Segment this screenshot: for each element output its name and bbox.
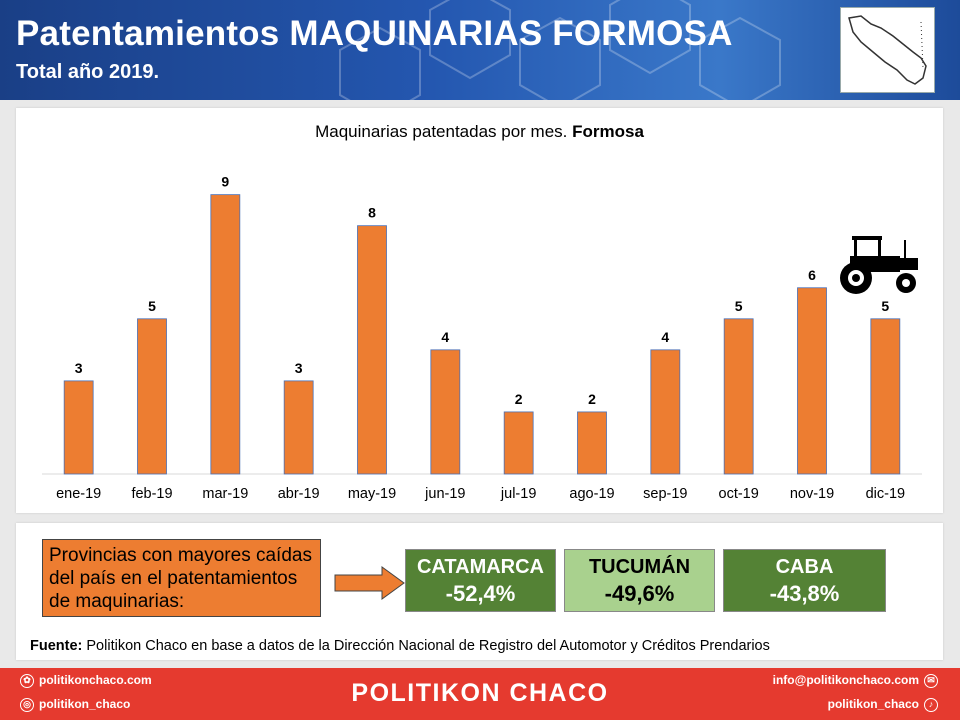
footer-website-text: politikonchaco.com [39,673,152,687]
bar-jun-19 [430,349,461,475]
data-label-oct-19: 5 [735,298,743,314]
provinces-note-box: Provincias con mayores caídas del país e… [42,539,321,617]
data-label-feb-19: 5 [148,298,156,314]
formosa-map-icon [840,7,935,93]
x-tick-oct-19: oct-19 [719,486,759,502]
tractor-icon [836,234,922,301]
info-panel: Provincias con mayores caídas del país e… [16,523,943,660]
data-label-jun-19: 4 [441,329,449,345]
stat-tucuman: TUCUMÁN -49,6% [564,549,715,612]
stat-caba-value: -43,8% [769,581,840,606]
bar-ene-19 [63,380,94,475]
page-title: Patentamientos MAQUINARIAS FORMOSA [16,14,733,53]
data-label-sep-19: 4 [661,329,669,345]
footer-twitter-link[interactable]: politikon_chaco ♪ [828,697,938,712]
x-tick-jul-19: jul-19 [500,486,536,502]
chart-title: Maquinarias patentadas por mes. Formosa [16,122,943,142]
chart-title-bold: Formosa [572,122,644,141]
bar-sep-19 [650,349,681,475]
x-tick-dic-19: dic-19 [866,486,906,502]
data-label-ene-19: 3 [75,360,83,376]
data-label-may-19: 8 [368,205,376,221]
email-icon: ✉ [924,673,938,688]
footer-instagram-text: politikon_chaco [39,697,131,711]
stat-caba: CABA -43,8% [723,549,886,612]
data-label-nov-19: 6 [808,267,816,283]
twitter-icon: ♪ [924,697,938,712]
bar-oct-19 [723,318,754,475]
header-banner: Patentamientos MAQUINARIAS FORMOSA Total… [0,0,960,100]
source-label: Fuente: [30,638,83,654]
footer-email-link[interactable]: info@politikonchaco.com ✉ [773,673,938,688]
bar-chart: 3 ene-19 5 feb-19 9 mar-19 3 abr-19 8 may-19 4 jun-… [42,174,922,502]
footer-twitter-text: politikon_chaco [827,697,919,711]
data-label-mar-19: 9 [221,174,229,190]
bar-may-19 [357,225,387,475]
footer-website-link[interactable]: ✿ politikonchaco.com [20,673,152,688]
instagram-icon: ◎ [20,697,34,712]
stat-catamarca-value: -52,4% [445,581,516,606]
chart-panel: Maquinarias patentadas por mes. Formosa … [16,108,943,513]
data-label-ago-19: 2 [588,391,596,407]
arrow-right-icon [334,566,405,600]
data-label-jul-19: 2 [515,391,523,407]
footer-email-text: info@politikonchaco.com [772,673,919,687]
x-tick-ago-19: ago-19 [569,486,614,502]
bar-jul-19 [503,411,534,475]
x-tick-may-19: may-19 [348,486,396,502]
x-tick-sep-19: sep-19 [643,486,687,502]
bar-dic-19 [870,318,901,475]
stat-caba-name: CABA [775,556,834,578]
hexagon-pattern [339,0,781,100]
data-label-dic-19: 5 [881,298,889,314]
x-tick-mar-19: mar-19 [202,486,248,502]
chart-title-text: Maquinarias patentadas por mes. [315,122,568,141]
x-tick-nov-19: nov-19 [790,486,834,502]
bar-abr-19 [283,380,314,475]
stat-catamarca-name: CATAMARCA [416,556,544,578]
data-label-abr-19: 3 [295,360,303,376]
footer-bar: POLITIKON CHACO ✿ politikonchaco.com ◎ pol… [0,668,960,720]
x-tick-feb-19: feb-19 [131,486,172,502]
x-tick-jun-19: jun-19 [424,486,465,502]
source-text: Politikon Chaco en base a datos de la Di… [86,638,770,654]
bar-nov-19 [797,287,827,475]
page-subtitle: Total año 2019. [16,61,160,83]
stat-tucuman-name: TUCUMÁN [588,556,691,578]
web-icon: ✿ [20,673,34,688]
bar-feb-19 [137,318,167,475]
footer-instagram-link[interactable]: ◎ politikon_chaco [20,697,130,712]
x-tick-ene-19: ene-19 [56,486,101,502]
bar-mar-19 [210,194,241,475]
stat-catamarca: CATAMARCA -52,4% [405,549,556,612]
bar-ago-19 [577,411,607,475]
stat-tucuman-value: -49,6% [604,581,675,606]
source-note: Fuente: Politikon Chaco en base a datos … [30,638,770,654]
footer-brand: POLITIKON CHACO [351,679,609,707]
x-tick-abr-19: abr-19 [278,486,320,502]
